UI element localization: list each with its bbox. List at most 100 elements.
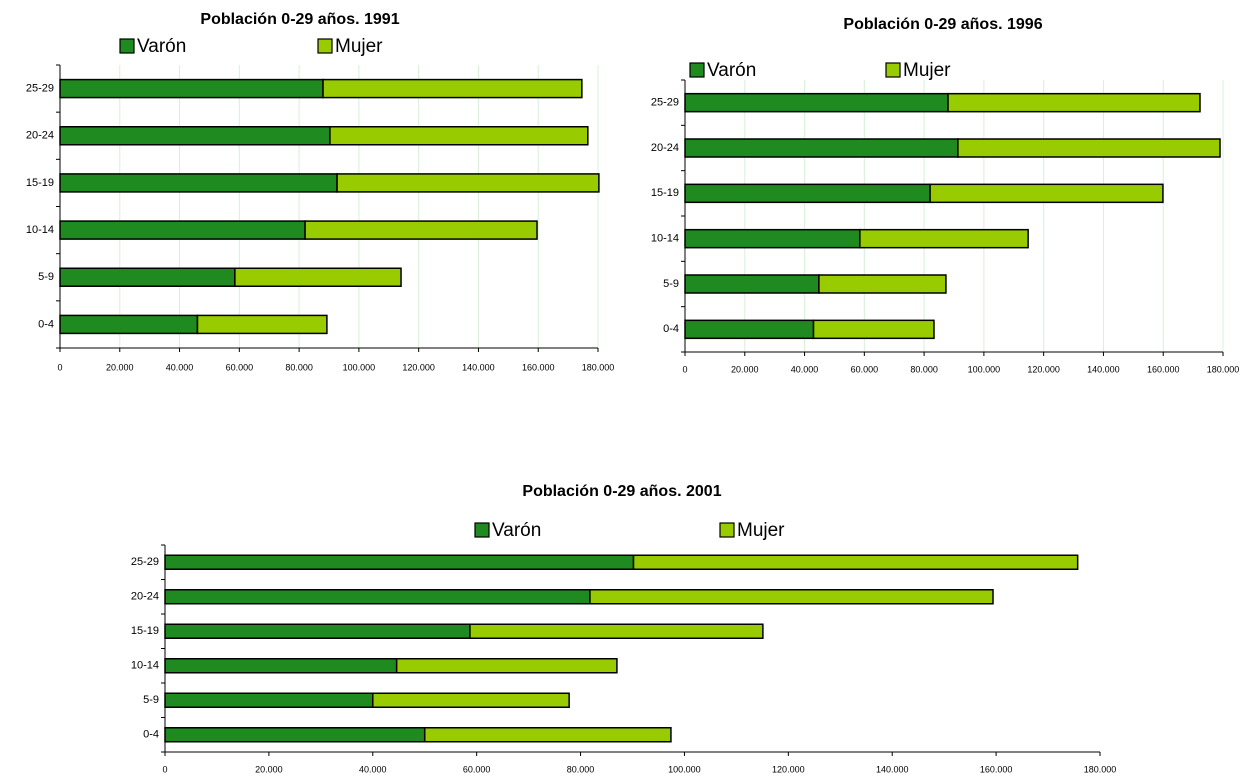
x-tick-label: 140.000 [1087, 364, 1120, 374]
bar-segment [59, 314, 199, 335]
legend-swatch [474, 522, 490, 538]
x-tick-label: 80.000 [910, 364, 938, 374]
x-tick-label: 40.000 [166, 362, 194, 372]
x-tick-label: 80.000 [567, 764, 595, 774]
bar-segment [59, 78, 324, 99]
y-tick-label: 0-4 [38, 318, 54, 330]
x-tick-label: 0 [162, 764, 167, 774]
x-tick-label: 140.000 [876, 764, 909, 774]
x-tick-label: 100.000 [668, 764, 701, 774]
bar-segment [59, 220, 306, 240]
x-tick-label: 40.000 [791, 364, 819, 374]
bar-segment [818, 274, 947, 294]
bar-segment [589, 589, 994, 605]
legend-label: Varón [707, 60, 756, 81]
bar-segment [234, 267, 402, 287]
x-tick-label: 100.000 [968, 364, 1001, 374]
x-tick-label: 180.000 [1084, 764, 1117, 774]
y-tick-label: 5-9 [38, 271, 54, 283]
bar-segment [196, 314, 328, 335]
x-tick-label: 0 [57, 362, 62, 372]
bar-segment [684, 92, 949, 113]
x-tick-label: 80.000 [285, 362, 313, 372]
x-tick-label: 160.000 [980, 764, 1013, 774]
y-tick-label: 20-24 [26, 130, 54, 142]
x-tick-label: 120.000 [1027, 364, 1060, 374]
y-tick-label: 10-14 [651, 233, 679, 245]
y-tick-label: 0-4 [663, 323, 679, 335]
x-tick-label: 120.000 [402, 362, 435, 372]
y-tick-label: 0-4 [143, 729, 159, 741]
x-tick-label: 20.000 [255, 764, 283, 774]
y-tick-label: 15-19 [26, 177, 54, 189]
bar-segment [372, 692, 570, 708]
y-tick-label: 20-24 [651, 142, 679, 154]
chart-title: Población 0-29 años. 1991 [200, 11, 399, 28]
bar-segment [164, 554, 635, 570]
bar-segment [859, 228, 1029, 249]
x-tick-label: 60.000 [463, 764, 491, 774]
bar-segment [469, 623, 764, 639]
x-tick-label: 180.000 [1207, 364, 1240, 374]
legend-label: Varón [492, 520, 541, 541]
bar-segment [164, 692, 374, 708]
bar-segment [684, 319, 815, 340]
y-tick-label: 10-14 [131, 660, 159, 672]
legend-label: Varón [137, 36, 186, 57]
y-tick-label: 10-14 [26, 224, 54, 236]
bar-segment [947, 92, 1201, 113]
y-tick-label: 20-24 [131, 591, 159, 603]
x-tick-label: 60.000 [851, 364, 879, 374]
bar-segment [59, 173, 338, 193]
bar-segment [322, 78, 583, 99]
legend-swatch [119, 38, 135, 54]
x-tick-label: 100.000 [343, 362, 376, 372]
x-tick-label: 160.000 [522, 362, 555, 372]
x-tick-label: 40.000 [359, 764, 387, 774]
bar-segment [684, 138, 959, 158]
bar-segment [59, 267, 236, 287]
x-tick-label: 20.000 [106, 362, 134, 372]
bar-segment [684, 228, 861, 249]
y-tick-label: 25-29 [651, 97, 679, 109]
bar-segment [304, 220, 538, 240]
bar-segment [164, 727, 426, 743]
x-tick-label: 160.000 [1147, 364, 1180, 374]
chart: Población 0-29 años. 2001 0 20.000 40.000 60… [131, 483, 1116, 774]
x-tick-label: 20.000 [731, 364, 759, 374]
bar-segment [59, 126, 331, 146]
y-tick-label: 15-19 [651, 187, 679, 199]
x-tick-label: 120.000 [772, 764, 805, 774]
legend-swatch [885, 62, 901, 78]
bar-segment [395, 658, 618, 674]
y-tick-label: 15-19 [131, 625, 159, 637]
x-tick-label: 0 [682, 364, 687, 374]
legend-swatch [719, 522, 735, 538]
y-tick-label: 25-29 [26, 82, 54, 94]
bar-segment [812, 319, 935, 340]
legend-swatch [317, 38, 333, 54]
legend-label: Mujer [903, 60, 951, 81]
chart-title: Población 0-29 años. 1996 [843, 16, 1042, 33]
bar-segment [164, 623, 471, 639]
bar-segment [336, 173, 600, 193]
chart-title: Población 0-29 años. 2001 [522, 483, 721, 500]
y-tick-label: 5-9 [663, 278, 679, 290]
legend-label: Mujer [737, 520, 785, 541]
bar-segment [684, 183, 931, 204]
legend-swatch [689, 62, 705, 78]
bar-segment [632, 554, 1079, 570]
legend-label: Mujer [335, 36, 383, 57]
chart: Población 0-29 años. 1991 0 20.000 40.000 60… [26, 11, 614, 372]
bar-segment [684, 274, 820, 294]
bar-segment [164, 589, 591, 605]
x-tick-label: 180.000 [582, 362, 615, 372]
bar-segment [164, 658, 398, 674]
bar-segment [957, 138, 1221, 158]
bar-segment [929, 183, 1164, 204]
chart: Población 0-29 años. 1996 0 20.000 40.000 60… [651, 16, 1239, 374]
y-tick-label: 25-29 [131, 556, 159, 568]
x-tick-label: 60.000 [226, 362, 254, 372]
bar-segment [423, 727, 672, 743]
